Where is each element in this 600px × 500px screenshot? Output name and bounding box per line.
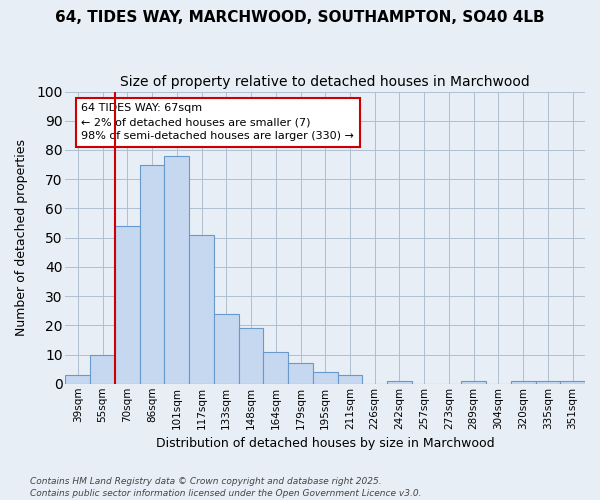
Bar: [560, 381, 585, 384]
Bar: [461, 381, 486, 384]
Bar: [115, 226, 140, 384]
Bar: [239, 328, 263, 384]
Bar: [511, 381, 536, 384]
Bar: [214, 314, 239, 384]
Bar: [65, 375, 90, 384]
Bar: [313, 372, 338, 384]
Bar: [387, 381, 412, 384]
Bar: [338, 375, 362, 384]
Bar: [288, 364, 313, 384]
Text: 64 TIDES WAY: 67sqm
← 2% of detached houses are smaller (7)
98% of semi-detached: 64 TIDES WAY: 67sqm ← 2% of detached hou…: [81, 103, 354, 141]
Bar: [536, 381, 560, 384]
Y-axis label: Number of detached properties: Number of detached properties: [15, 139, 28, 336]
Title: Size of property relative to detached houses in Marchwood: Size of property relative to detached ho…: [121, 75, 530, 89]
Text: Contains HM Land Registry data © Crown copyright and database right 2025.
Contai: Contains HM Land Registry data © Crown c…: [30, 476, 421, 498]
Text: 64, TIDES WAY, MARCHWOOD, SOUTHAMPTON, SO40 4LB: 64, TIDES WAY, MARCHWOOD, SOUTHAMPTON, S…: [55, 10, 545, 25]
Bar: [263, 352, 288, 384]
Bar: [90, 354, 115, 384]
X-axis label: Distribution of detached houses by size in Marchwood: Distribution of detached houses by size …: [156, 437, 494, 450]
Bar: [189, 234, 214, 384]
Bar: [140, 164, 164, 384]
Bar: [164, 156, 189, 384]
